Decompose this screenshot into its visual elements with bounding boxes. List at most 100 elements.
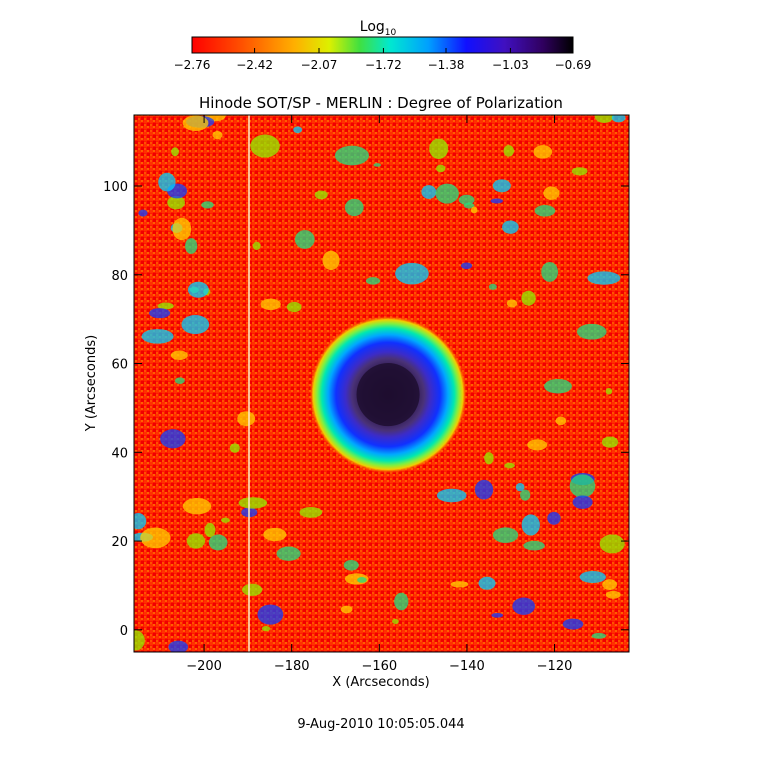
network-patch bbox=[261, 625, 271, 632]
x-axis: −200 −180 −160 −140 −120 bbox=[186, 115, 572, 674]
network-patch bbox=[534, 205, 556, 217]
network-patch bbox=[293, 126, 303, 134]
network-patch bbox=[252, 241, 261, 250]
network-patch bbox=[492, 179, 511, 193]
network-patch bbox=[344, 198, 364, 217]
y-tick-label: 0 bbox=[120, 624, 128, 639]
network-patch bbox=[160, 429, 186, 449]
network-patch bbox=[474, 479, 494, 500]
network-patch bbox=[314, 190, 328, 200]
network-patch bbox=[605, 590, 621, 599]
colorbar-label: Log10 bbox=[360, 19, 397, 38]
colorbar-tick-label: −1.03 bbox=[492, 58, 529, 72]
network-patch bbox=[204, 522, 216, 538]
network-patch bbox=[250, 134, 280, 158]
network-patch bbox=[506, 299, 518, 308]
network-patch bbox=[491, 612, 504, 618]
network-patch bbox=[373, 163, 381, 167]
network-patch bbox=[547, 511, 561, 525]
network-patch bbox=[395, 262, 429, 285]
y-tick-label: 60 bbox=[111, 358, 128, 373]
network-patch bbox=[185, 238, 198, 254]
network-patch bbox=[208, 534, 228, 551]
network-patch bbox=[322, 250, 340, 271]
network-patch bbox=[157, 302, 174, 310]
network-patch bbox=[533, 145, 553, 159]
network-patch bbox=[238, 497, 268, 509]
network-patch bbox=[521, 514, 540, 536]
network-patch bbox=[171, 147, 179, 157]
colorbar-ticks: −2.76 −2.42 −2.07 −1.72 −1.38 −1.03 −0.69 bbox=[174, 48, 591, 72]
network-patch bbox=[286, 301, 302, 313]
x-tick-label: −180 bbox=[274, 659, 310, 674]
y-axis: 0 20 40 60 80 100 bbox=[103, 180, 629, 639]
network-patch bbox=[520, 489, 531, 501]
y-tick-label: 20 bbox=[111, 535, 128, 550]
network-patch bbox=[527, 439, 548, 451]
network-patch bbox=[241, 583, 263, 596]
network-patch bbox=[470, 206, 478, 214]
network-patch bbox=[187, 281, 209, 298]
network-patch bbox=[149, 308, 171, 319]
network-patch bbox=[168, 640, 189, 652]
network-patch bbox=[587, 271, 621, 285]
timestamp: 9-Aug-2010 10:05:05.044 bbox=[297, 717, 464, 732]
x-tick-label: −120 bbox=[537, 659, 573, 674]
network-patch bbox=[436, 164, 446, 173]
colorbar bbox=[191, 36, 574, 54]
network-patch bbox=[435, 183, 459, 204]
network-patch bbox=[503, 145, 515, 157]
network-patch bbox=[172, 217, 192, 241]
network-patch bbox=[601, 436, 619, 448]
network-patch bbox=[294, 230, 315, 249]
network-patch bbox=[512, 597, 536, 615]
network-patch bbox=[591, 632, 607, 639]
network-patch bbox=[343, 560, 359, 571]
y-tick-label: 100 bbox=[103, 180, 128, 195]
network-patch bbox=[276, 546, 301, 561]
colorbar-tick-label: −1.72 bbox=[365, 58, 402, 72]
network-patch bbox=[365, 277, 381, 285]
network-patch bbox=[134, 630, 145, 651]
network-patch bbox=[181, 314, 210, 335]
network-patch bbox=[421, 185, 437, 199]
y-tick-label: 40 bbox=[111, 446, 128, 461]
network-patch bbox=[490, 198, 503, 204]
network-patch bbox=[436, 488, 467, 503]
colorbar-tick-label: −2.07 bbox=[301, 58, 338, 72]
y-axis-label: Y (Arcseconds) bbox=[84, 335, 99, 432]
chart-title: Hinode SOT/SP - MERLIN : Degree of Polar… bbox=[199, 94, 563, 112]
network-patch bbox=[572, 495, 593, 509]
network-patch bbox=[141, 329, 174, 344]
network-patch bbox=[463, 202, 475, 209]
network-patch bbox=[579, 571, 606, 584]
colorbar-tick-label: −2.42 bbox=[236, 58, 273, 72]
network-patch bbox=[555, 416, 567, 426]
network-patch bbox=[492, 527, 519, 543]
network-patch bbox=[541, 261, 559, 282]
network-patch bbox=[340, 605, 353, 614]
network-patch bbox=[186, 533, 206, 549]
network-patch bbox=[569, 474, 596, 498]
x-axis-label: X (Arcseconds) bbox=[332, 675, 429, 690]
network-patch bbox=[488, 283, 497, 290]
network-patch bbox=[502, 220, 519, 234]
network-patch bbox=[605, 387, 613, 395]
network-patch bbox=[562, 618, 584, 630]
plot-frame bbox=[133, 114, 630, 653]
network-patch bbox=[182, 498, 212, 515]
network-patch bbox=[599, 534, 625, 554]
network-patch bbox=[140, 527, 171, 549]
network-patch bbox=[174, 377, 185, 385]
network-patch bbox=[299, 506, 323, 518]
network-patch bbox=[138, 209, 148, 217]
network-patch bbox=[158, 172, 176, 192]
network-patch bbox=[220, 517, 230, 523]
network-patch bbox=[201, 201, 214, 209]
network-patch bbox=[229, 443, 240, 453]
network-patch bbox=[594, 115, 614, 123]
network-patch bbox=[504, 462, 515, 469]
network-patch bbox=[515, 482, 525, 492]
x-tick-label: −140 bbox=[449, 659, 485, 674]
